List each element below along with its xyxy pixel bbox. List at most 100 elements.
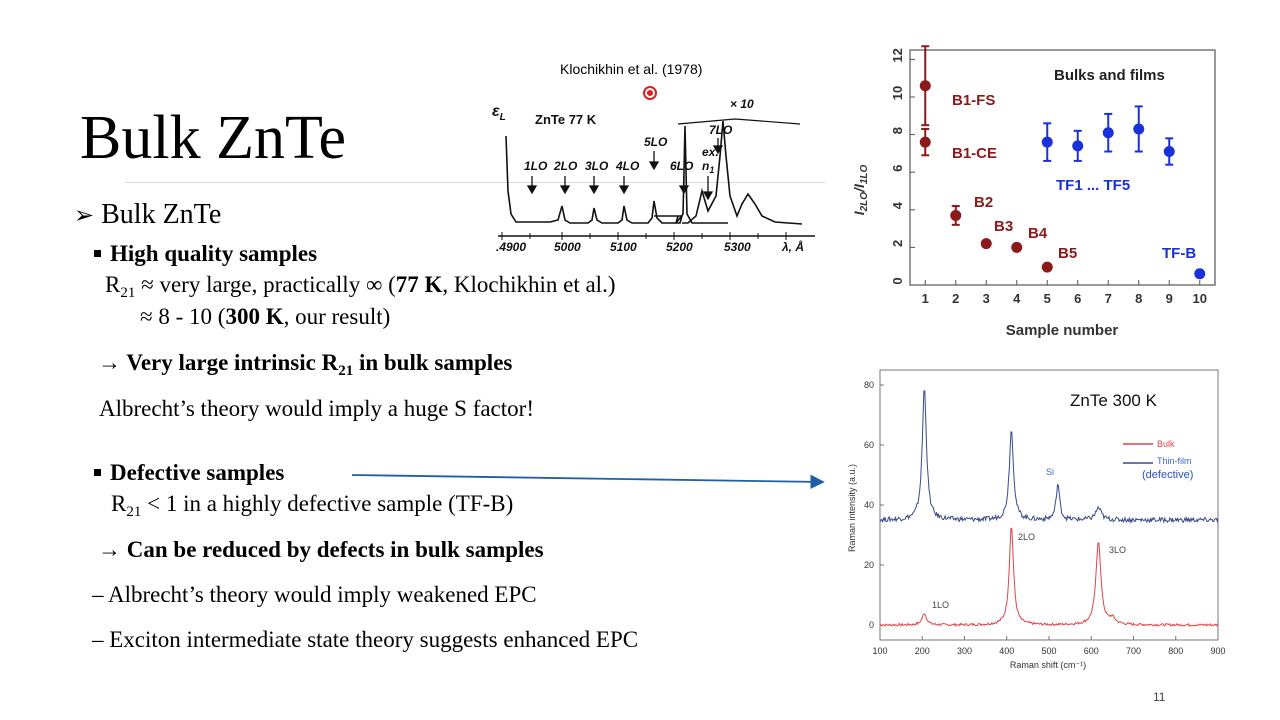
ratio-title: Bulks and films bbox=[1054, 67, 1165, 84]
albrecht-note: Albrecht’s theory would imply a huge S f… bbox=[99, 396, 534, 421]
ratio-xtick-label: 9 bbox=[1166, 291, 1173, 306]
slide-title: Bulk ZnTe bbox=[80, 104, 347, 172]
exciton-n-label: n1 bbox=[702, 159, 714, 175]
raman-xtick-label: 300 bbox=[957, 646, 972, 656]
right-arrow-icon: → bbox=[98, 537, 121, 562]
square-bullet-icon bbox=[94, 469, 101, 476]
annot-si: Si bbox=[1046, 467, 1054, 477]
el-label: εL bbox=[492, 103, 506, 123]
annot-2lo: 2LO bbox=[1018, 532, 1035, 542]
raman-ylabel: Raman intensity (a.u.) bbox=[847, 464, 857, 552]
tick-4900: .4900 bbox=[496, 240, 526, 254]
ratio-point bbox=[1194, 268, 1206, 280]
sample-label: ZnTe 77 K bbox=[535, 112, 597, 127]
tick-unit: λ, Å bbox=[781, 240, 804, 254]
title-divider bbox=[125, 182, 825, 183]
ratio-xtick-label: 4 bbox=[1013, 291, 1021, 306]
peak-label-2lo: 2LO bbox=[553, 159, 578, 173]
cursor-pointer-icon bbox=[643, 86, 657, 100]
ratio-ytick-label: 0 bbox=[890, 277, 905, 284]
ratio-xtick-label: 6 bbox=[1074, 291, 1081, 306]
peak-arrows bbox=[526, 138, 724, 201]
peak-label-1lo: 1LO bbox=[524, 159, 548, 173]
ratio-xtick-label: 1 bbox=[922, 291, 929, 306]
tick-5300: 5300 bbox=[724, 240, 751, 254]
raman-series-line bbox=[879, 527, 1219, 627]
raman-xtick-label: 200 bbox=[915, 646, 930, 656]
raman-ytick-label: 20 bbox=[864, 560, 874, 570]
ratio-xtick-label: 7 bbox=[1105, 291, 1112, 306]
conclusion-2: → Can be reduced by defects in bulk samp… bbox=[98, 537, 544, 562]
raman-ytick-label: 40 bbox=[864, 500, 874, 510]
ratio-ytick-label: 4 bbox=[890, 201, 905, 209]
label-b3: B3 bbox=[994, 218, 1013, 235]
label-tf: TF1 ... TF5 bbox=[1056, 177, 1130, 194]
peak-label-6lo: 6LO bbox=[670, 159, 694, 173]
label-b5: B5 bbox=[1058, 245, 1077, 262]
magnification-label: × 10 bbox=[730, 97, 754, 111]
peak-label-7lo: 7LO bbox=[709, 123, 733, 137]
tick-5000: 5000 bbox=[554, 240, 581, 254]
magnified-trace bbox=[677, 118, 801, 125]
ratio-xtick-label: 2 bbox=[952, 291, 959, 306]
dash-item-1: – Albrecht’s theory would imply weakened… bbox=[92, 582, 537, 607]
legend-defective: (defective) bbox=[1142, 469, 1193, 481]
raman-xtick-label: 500 bbox=[1041, 646, 1056, 656]
level1-text: Bulk ZnTe bbox=[101, 199, 222, 230]
ratio-ytick-label: 8 bbox=[890, 127, 905, 134]
ratio-xlabel: Sample number bbox=[1006, 322, 1119, 339]
ratio-point bbox=[1041, 261, 1053, 273]
raman-xtick-label: 800 bbox=[1168, 646, 1183, 656]
raman-legend: Bulk Thin-film (defective) bbox=[1123, 439, 1193, 481]
ratio-ylabel: I2LO/I1LO bbox=[851, 164, 870, 215]
label-b2: B2 bbox=[974, 194, 993, 211]
right-arrow-icon: → bbox=[98, 350, 121, 375]
tick-5100: 5100 bbox=[610, 240, 637, 254]
conclusion-1: → Very large intrinsic R21 in bulk sampl… bbox=[98, 350, 513, 379]
raman-chart: 0 20 40 60 80 100 200 300 400 500 600 700 800 900 Zn… bbox=[847, 369, 1226, 670]
raman-title: ZnTe 300 K bbox=[1070, 391, 1158, 410]
ratio-plot-frame bbox=[909, 49, 1216, 286]
raman-xtick-label: 400 bbox=[999, 646, 1014, 656]
ratio-point bbox=[1102, 127, 1114, 139]
label-b1ce: B1-CE bbox=[952, 145, 997, 162]
raman-ytick-label: 0 bbox=[869, 620, 874, 630]
level1-bullet: ➢ Bulk ZnTe bbox=[74, 199, 221, 231]
ratio-ytick-label: 10 bbox=[890, 86, 905, 100]
label-b4: B4 bbox=[1028, 225, 1048, 242]
square-bullet-icon bbox=[94, 250, 101, 257]
ratio-xtick-label: 3 bbox=[983, 291, 990, 306]
arrowhead-bullet-icon: ➢ bbox=[74, 203, 95, 229]
raman-ytick-label: 60 bbox=[864, 440, 874, 450]
raman-series-line bbox=[879, 390, 1219, 524]
ratio-point bbox=[1072, 140, 1084, 152]
peak-label-4lo: 4LO bbox=[615, 159, 640, 173]
raman-xtick-label: 600 bbox=[1084, 646, 1099, 656]
annot-3lo: 3LO bbox=[1109, 545, 1126, 555]
annot-1lo: 1LO bbox=[932, 600, 949, 610]
ratio-point bbox=[1133, 123, 1145, 135]
legend-thinfilm: Thin-film bbox=[1157, 456, 1192, 466]
tick-5200: 5200 bbox=[666, 240, 693, 254]
ratio-xtick-label: 8 bbox=[1135, 291, 1142, 306]
hq-line2: ≈ 8 - 10 (300 K, our result) bbox=[140, 304, 391, 329]
peak-label-3lo: 3LO bbox=[585, 159, 609, 173]
raman-xtick-label: 700 bbox=[1126, 646, 1141, 656]
def-heading: Defective samples bbox=[94, 459, 284, 487]
klochikhin-citation: Klochikhin et al. (1978) bbox=[560, 61, 703, 77]
spectrum-trace-a bbox=[505, 125, 728, 224]
dash-item-2: – Exciton intermediate state theory sugg… bbox=[92, 627, 639, 652]
ratio-point bbox=[919, 136, 931, 148]
raman-xlabel: Raman shift (cm⁻¹) bbox=[1010, 660, 1086, 670]
ratio-ytick-label: 2 bbox=[890, 240, 905, 247]
ratio-point bbox=[1011, 241, 1023, 253]
ratio-point bbox=[1041, 136, 1053, 148]
spectrum-ticks bbox=[501, 232, 787, 240]
label-b1fs: B1-FS bbox=[952, 92, 995, 109]
raman-xtick-label: 100 bbox=[872, 646, 887, 656]
peak-label-5lo: 5LO bbox=[644, 135, 668, 149]
def-line: R21 < 1 in a highly defective sample (TF… bbox=[111, 491, 514, 520]
ratio-ytick-label: 6 bbox=[890, 165, 905, 172]
ratio-xtick-label: 10 bbox=[1193, 291, 1207, 306]
exciton-label: ex. bbox=[702, 145, 719, 159]
